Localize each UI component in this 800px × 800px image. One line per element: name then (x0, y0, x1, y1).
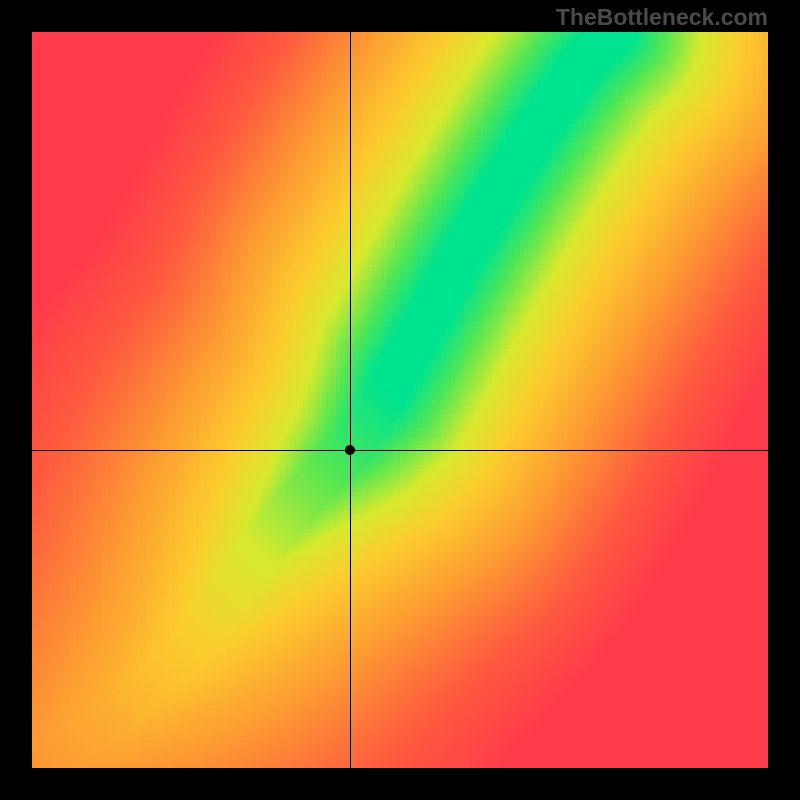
watermark-text: TheBottleneck.com (556, 4, 768, 31)
bottleneck-heatmap (32, 32, 768, 768)
